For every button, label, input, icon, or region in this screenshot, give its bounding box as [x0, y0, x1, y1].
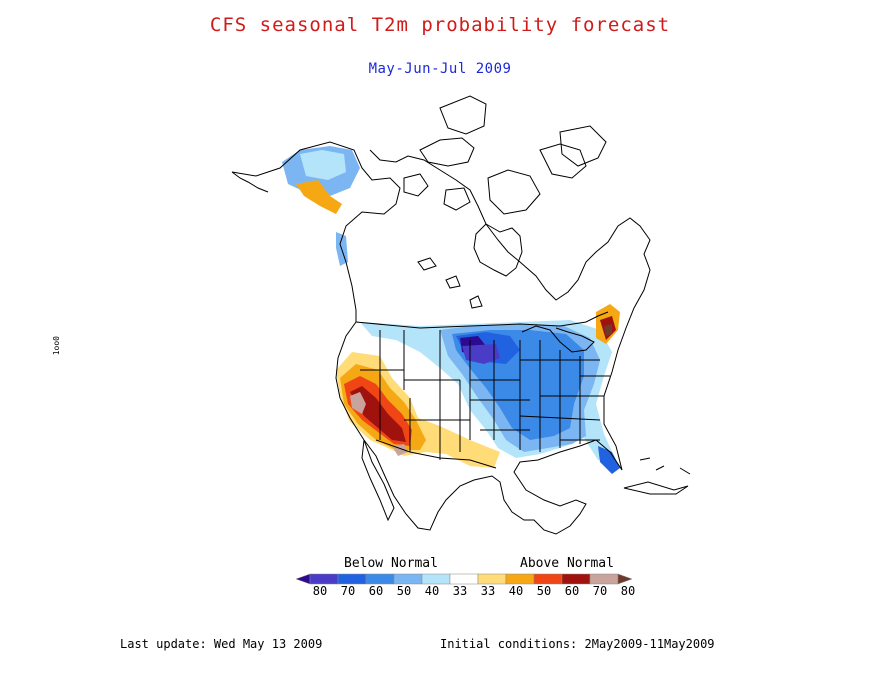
- initial-conditions-text: Initial conditions: 2May2009-11May2009: [440, 637, 715, 651]
- legend-swatch: [449, 573, 479, 585]
- west-above-80: [350, 392, 366, 414]
- legend-tick-label: 40: [508, 584, 524, 598]
- side-mark-text: 1oo0: [52, 336, 61, 356]
- legend-swatch: [589, 573, 619, 585]
- forecast-map: [231, 95, 691, 535]
- arctic-island-4: [539, 143, 587, 179]
- legend-swatch: [365, 573, 395, 585]
- legend-tick-label: 70: [340, 584, 356, 598]
- legend-swatch: [533, 573, 563, 585]
- probability-shading: [282, 146, 620, 474]
- legend-swatch: [309, 573, 339, 585]
- florida-below: [598, 446, 620, 474]
- mexico-border: [375, 439, 497, 469]
- legend-swatch: [337, 573, 367, 585]
- canada-lakes: [417, 257, 483, 309]
- arctic-island-3: [487, 169, 541, 215]
- legend-tick-label: 80: [620, 584, 636, 598]
- land-outlines: [231, 95, 691, 535]
- legend-tick-label: 60: [564, 584, 580, 598]
- legend-tick-label: 60: [368, 584, 384, 598]
- state-lines-east: [519, 359, 610, 441]
- legend-swatch: [477, 573, 507, 585]
- legend-swatch: [561, 573, 591, 585]
- legend-tick-label: 40: [424, 584, 440, 598]
- northeast-above-80: [604, 324, 612, 336]
- legend-tick-label: 70: [592, 584, 608, 598]
- legend-swatch: [393, 573, 423, 585]
- great-lakes: [521, 325, 595, 353]
- arctic-island-5: [403, 173, 429, 197]
- alaska-above-normal: [296, 180, 342, 214]
- below-normal-label: Below Normal: [344, 556, 438, 571]
- map-title: CFS seasonal T2m probability forecast: [209, 14, 671, 36]
- color-legend-bar: [296, 573, 633, 585]
- baja: [361, 439, 395, 522]
- north-america-coastline: [231, 141, 651, 535]
- alaska-below-normal-light: [300, 150, 346, 180]
- greenland-edge: [559, 125, 607, 167]
- legend-swatch: [617, 573, 633, 585]
- legend-tick-label: 33: [480, 584, 496, 598]
- east-below-70-b: [462, 344, 500, 364]
- above-normal-label: Above Normal: [520, 556, 614, 571]
- legend-swatch: [505, 573, 535, 585]
- legend-swatch: [296, 573, 311, 585]
- hudson-bay: [473, 223, 523, 277]
- cuba: [623, 481, 689, 495]
- legend-tick-label: 50: [396, 584, 412, 598]
- caribbean-islands: [639, 457, 691, 475]
- arctic-island-1: [419, 137, 475, 167]
- legend-tick-label: 33: [452, 584, 468, 598]
- state-lines-west: [360, 330, 470, 460]
- legend-swatch: [421, 573, 451, 585]
- us-canada-border: [355, 311, 609, 329]
- map-subtitle: May-Jun-Jul 2009: [368, 61, 512, 77]
- last-update-text: Last update: Wed May 13 2009: [120, 637, 323, 651]
- arctic-island-2: [439, 95, 487, 135]
- legend-tick-label: 50: [536, 584, 552, 598]
- arctic-island-6: [443, 187, 471, 211]
- aleutian-islands: [231, 171, 269, 193]
- legend-tick-label: 80: [312, 584, 328, 598]
